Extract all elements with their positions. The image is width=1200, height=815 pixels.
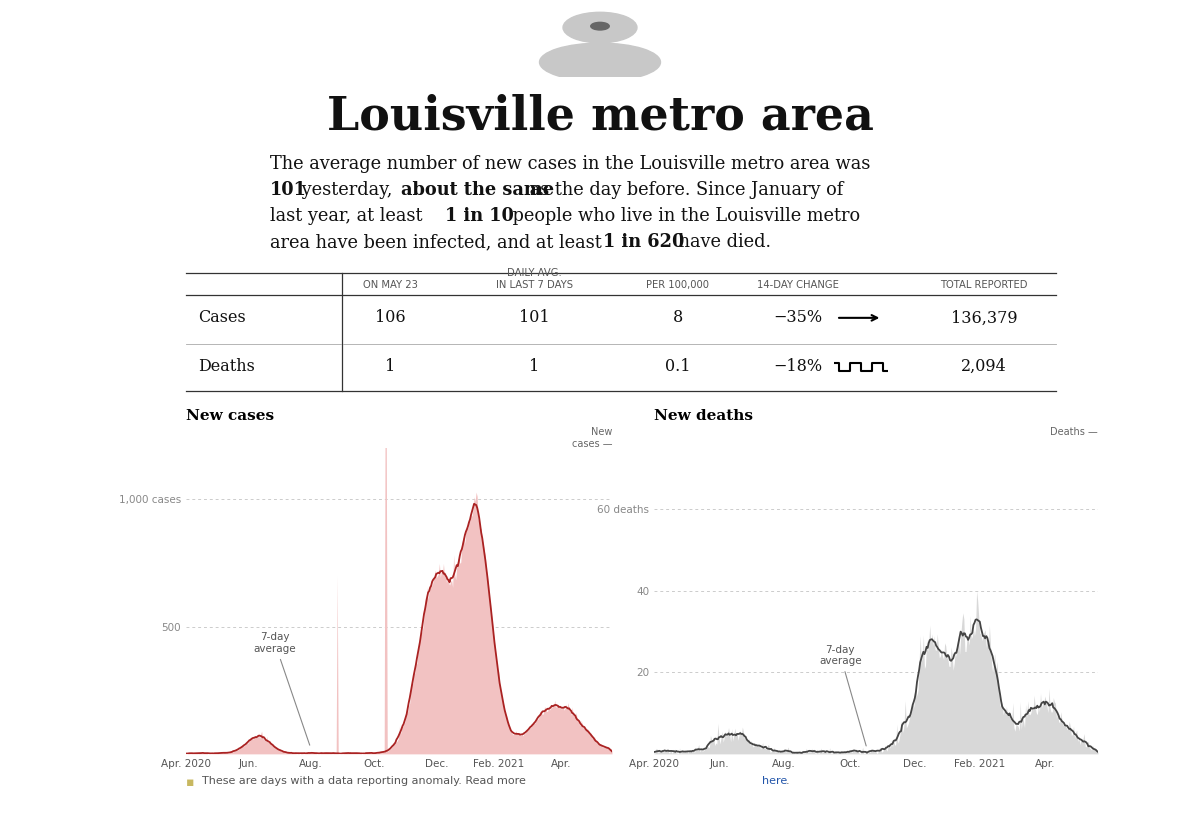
Text: people who live in the Louisville metro: people who live in the Louisville metro xyxy=(506,207,859,225)
Text: Louisville metro area: Louisville metro area xyxy=(326,94,874,139)
Text: 1: 1 xyxy=(385,359,395,375)
Circle shape xyxy=(563,12,637,42)
Text: 7-day
average: 7-day average xyxy=(253,632,310,745)
Text: PER 100,000: PER 100,000 xyxy=(647,280,709,290)
Text: These are days with a data reporting anomaly. Read more: These are days with a data reporting ano… xyxy=(202,776,529,786)
Text: 1 in 10: 1 in 10 xyxy=(445,207,514,225)
Text: .: . xyxy=(786,776,790,786)
Text: 1 in 620: 1 in 620 xyxy=(602,233,684,251)
Text: as the day before. Since January of: as the day before. Since January of xyxy=(524,181,844,199)
Text: TOTAL REPORTED: TOTAL REPORTED xyxy=(941,280,1027,290)
Text: area have been infected, and at least: area have been infected, and at least xyxy=(270,233,607,251)
Text: 101: 101 xyxy=(270,181,307,199)
Text: Cases: Cases xyxy=(198,310,246,326)
Text: have died.: have died. xyxy=(673,233,770,251)
Text: The average number of new cases in the Louisville metro area was: The average number of new cases in the L… xyxy=(270,155,870,173)
Text: yesterday,: yesterday, xyxy=(296,181,398,199)
Text: 0.1: 0.1 xyxy=(665,359,691,375)
Text: ON MAY 23: ON MAY 23 xyxy=(362,280,418,290)
Text: here: here xyxy=(762,776,787,786)
Text: about the same: about the same xyxy=(402,181,554,199)
Text: Deaths —: Deaths — xyxy=(1050,427,1098,437)
Text: 14-DAY CHANGE: 14-DAY CHANGE xyxy=(757,280,839,290)
Text: 1: 1 xyxy=(529,359,539,375)
Text: 7-day
average: 7-day average xyxy=(820,645,866,746)
Text: 106: 106 xyxy=(374,310,406,326)
Circle shape xyxy=(590,22,610,30)
Text: Deaths: Deaths xyxy=(198,359,254,375)
Text: 136,379: 136,379 xyxy=(950,310,1018,326)
Text: New deaths: New deaths xyxy=(654,408,754,422)
Text: −35%: −35% xyxy=(774,310,822,326)
Text: 8: 8 xyxy=(673,310,683,326)
Text: 101: 101 xyxy=(518,310,550,326)
Text: ▪: ▪ xyxy=(186,776,198,789)
Text: last year, at least: last year, at least xyxy=(270,207,428,225)
Text: New
cases —: New cases — xyxy=(571,427,612,449)
Text: −18%: −18% xyxy=(774,359,822,375)
Text: New cases: New cases xyxy=(186,408,274,422)
Text: DAILY AVG.
IN LAST 7 DAYS: DAILY AVG. IN LAST 7 DAYS xyxy=(496,268,572,290)
Ellipse shape xyxy=(540,43,660,82)
Text: 2,094: 2,094 xyxy=(961,359,1007,375)
